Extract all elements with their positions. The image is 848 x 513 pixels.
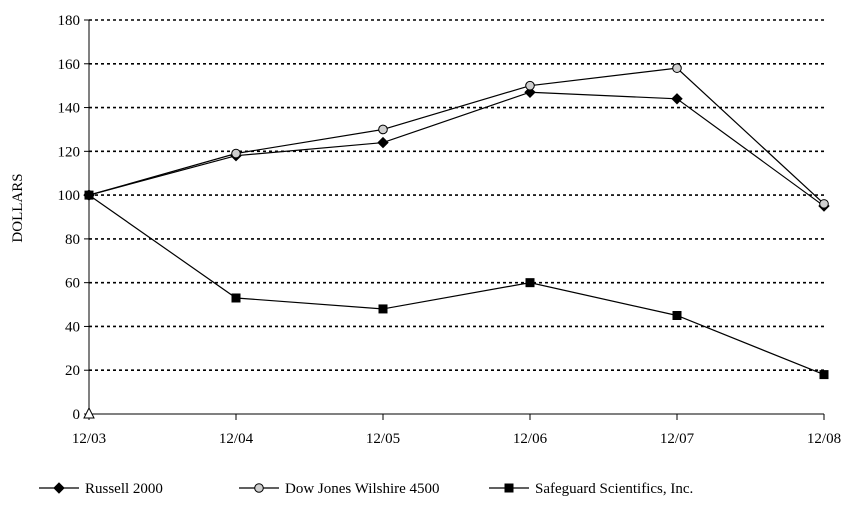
- legend-label: Russell 2000: [85, 481, 163, 497]
- series-line: [88, 91, 825, 207]
- data-point: [671, 93, 683, 105]
- data-point: [254, 483, 264, 493]
- data-point: [672, 63, 682, 73]
- data-point: [231, 293, 241, 303]
- y-tick-label: 180: [58, 13, 81, 29]
- data-point: [524, 86, 536, 98]
- data-point: [525, 278, 535, 288]
- origin-marker: [83, 406, 95, 419]
- data-point: [525, 80, 535, 91]
- y-tick-label: 120: [58, 144, 81, 160]
- data-point: [672, 311, 682, 320]
- y-tick-label: 140: [58, 101, 81, 117]
- x-tick-label: 12/03: [72, 431, 106, 447]
- data-point: [231, 148, 241, 159]
- x-tick-label: 12/07: [660, 431, 695, 447]
- legend-entry: Safeguard Scientifics, Inc.: [489, 481, 693, 497]
- x-tick-label: 12/05: [366, 431, 400, 447]
- data-point: [84, 190, 94, 200]
- series-lines: [83, 63, 830, 380]
- series-1: [84, 63, 829, 209]
- y-tick-label: 20: [65, 363, 80, 379]
- y-axis-title: DOLLARS: [10, 173, 26, 242]
- y-tick-label: 0: [73, 407, 81, 423]
- series-line: [88, 194, 825, 376]
- y-tick-label: 100: [58, 188, 81, 204]
- legend: Russell 2000 Dow Jones Wilshire 4500 Safeg…: [39, 481, 693, 497]
- y-tick-label: 40: [65, 319, 80, 335]
- data-point: [377, 136, 389, 149]
- x-tick-label: 12/04: [219, 431, 254, 447]
- data-point: [819, 199, 829, 209]
- data-point: [819, 370, 829, 380]
- legend-label: Dow Jones Wilshire 4500: [285, 481, 440, 497]
- gridlines: [89, 19, 824, 372]
- data-point: [53, 482, 65, 494]
- data-point: [378, 304, 388, 314]
- data-point: [504, 483, 514, 493]
- x-tick-label: 12/06: [513, 431, 548, 447]
- y-tick-label: 80: [65, 232, 80, 248]
- legend-entry: Russell 2000: [39, 481, 163, 497]
- axes: 0 20 40 60 80 100 120 140 160 180 12/03 12/04 12/05 1…: [58, 13, 842, 447]
- legend-entry: Dow Jones Wilshire 4500: [239, 481, 440, 497]
- data-point: [378, 124, 388, 135]
- y-tick-label: 60: [65, 276, 80, 292]
- x-tick-label: 12/08: [807, 431, 841, 447]
- y-tick-label: 160: [58, 57, 81, 73]
- series-line: [88, 67, 825, 205]
- series-2: [84, 190, 829, 380]
- legend-label: Safeguard Scientifics, Inc.: [535, 481, 693, 497]
